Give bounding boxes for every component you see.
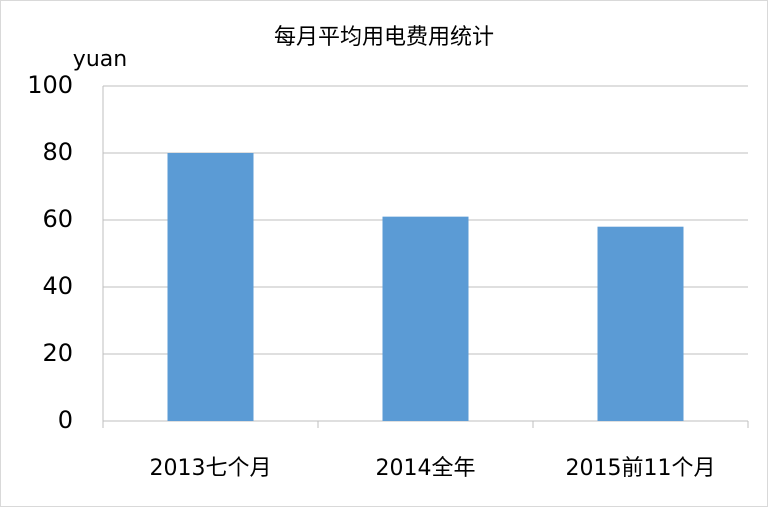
- y-tick-label: 0: [58, 406, 73, 434]
- y-tick-label: 80: [42, 138, 73, 166]
- bar: [597, 226, 684, 421]
- y-tick-label: 20: [42, 339, 73, 367]
- bar: [167, 153, 254, 421]
- x-tick-label: 2015前11个月: [566, 456, 716, 481]
- bar: [382, 216, 469, 421]
- x-tick-label: 2014全年: [376, 456, 476, 481]
- chart-title: 每月平均用电费用统计: [274, 25, 494, 50]
- y-axis-label: yuan: [73, 47, 127, 72]
- y-tick-label: 100: [27, 71, 73, 99]
- y-tick-label: 40: [42, 272, 73, 300]
- x-tick-label: 2013七个月: [150, 456, 272, 481]
- y-tick-label: 60: [42, 205, 73, 233]
